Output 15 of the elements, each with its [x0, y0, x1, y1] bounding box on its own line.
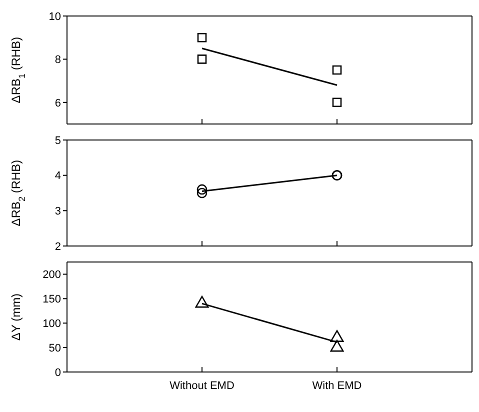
y-tick-label: 8: [54, 54, 61, 66]
y-tick-label: 50: [48, 342, 61, 354]
y-tick-label: 150: [42, 294, 61, 306]
y-axis-title: ΔY (mm): [9, 293, 23, 341]
y-tick-label: 2: [54, 240, 61, 253]
x-tick-label: With EMD: [312, 380, 362, 392]
y-tick-label: 100: [42, 318, 61, 330]
y-tick-label: 0: [54, 366, 61, 379]
x-tick-label: Without EMD: [170, 380, 234, 392]
y-tick-label: 200: [42, 269, 61, 282]
y-tick-label: 5: [54, 134, 61, 147]
y-tick-label: 3: [54, 206, 61, 218]
y-tick-label: 10: [48, 10, 61, 23]
y-tick-label: 6: [54, 97, 61, 110]
y-tick-label: 4: [54, 170, 61, 182]
